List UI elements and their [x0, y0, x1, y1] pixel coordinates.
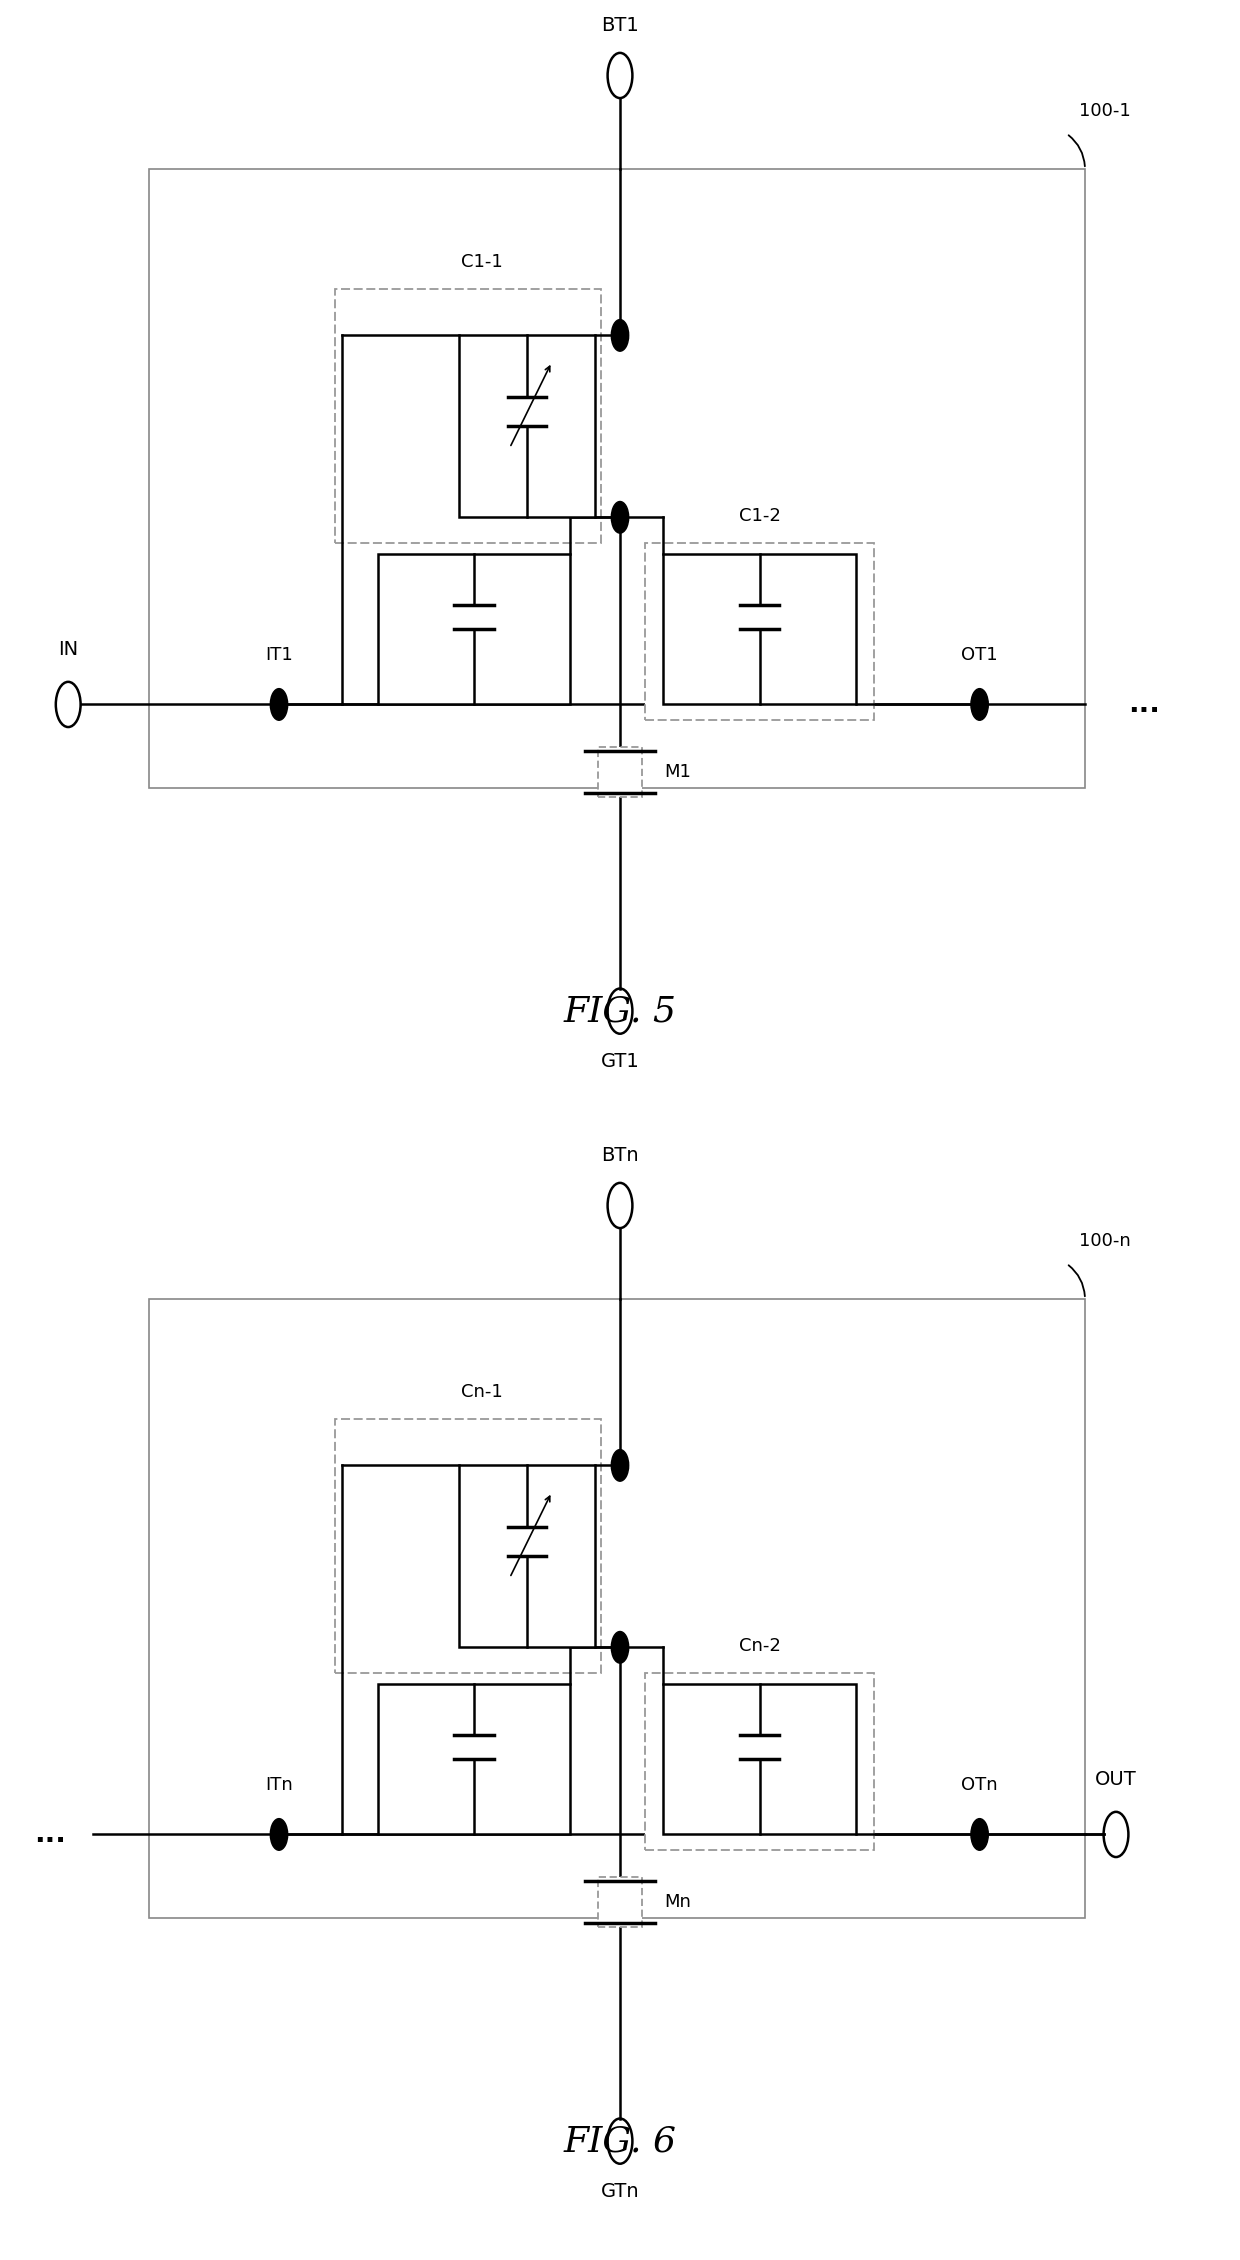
Bar: [149, 1300, 1085, 1916]
Bar: [645, 1672, 874, 1851]
Circle shape: [611, 1632, 629, 1663]
Bar: [378, 554, 570, 705]
Bar: [645, 542, 874, 721]
Text: C12: C12: [512, 484, 542, 499]
Circle shape: [971, 689, 988, 721]
Text: C11: C11: [459, 676, 490, 692]
Bar: [378, 1684, 570, 1835]
Text: C11: C11: [459, 1806, 490, 1822]
Circle shape: [611, 319, 629, 350]
Circle shape: [270, 1819, 288, 1851]
Text: C21: C21: [744, 1806, 775, 1822]
Text: BTn: BTn: [601, 1146, 639, 1164]
Text: IT1: IT1: [265, 646, 293, 664]
Circle shape: [270, 689, 288, 721]
Text: ...: ...: [1128, 692, 1161, 719]
Text: FIG. 6: FIG. 6: [563, 2124, 677, 2158]
Circle shape: [611, 1449, 629, 1480]
Text: 100-1: 100-1: [1079, 102, 1131, 120]
Bar: [459, 334, 595, 518]
Text: GT1: GT1: [600, 1051, 640, 1071]
Text: ...: ...: [33, 1822, 66, 1849]
Text: C1-1: C1-1: [460, 253, 502, 271]
Circle shape: [971, 1819, 988, 1851]
Text: OT1: OT1: [961, 646, 998, 664]
Bar: [149, 170, 1085, 786]
Text: ITn: ITn: [265, 1776, 293, 1794]
Text: C21: C21: [744, 676, 775, 692]
Bar: [459, 1464, 595, 1648]
Text: BT1: BT1: [601, 16, 639, 34]
Text: FIG. 5: FIG. 5: [563, 994, 677, 1028]
Text: Cn-1: Cn-1: [460, 1383, 502, 1401]
Circle shape: [611, 502, 629, 533]
Text: Cn-2: Cn-2: [739, 1636, 780, 1654]
Text: Mn: Mn: [665, 1894, 692, 1912]
Text: OTn: OTn: [961, 1776, 998, 1794]
Bar: [663, 554, 856, 705]
Bar: [335, 1419, 601, 1672]
Text: IN: IN: [58, 640, 78, 660]
Text: C12: C12: [512, 1614, 542, 1629]
Text: GTn: GTn: [600, 2181, 640, 2201]
Text: OUT: OUT: [1095, 1770, 1137, 1790]
Text: 100-n: 100-n: [1079, 1232, 1131, 1250]
Text: M1: M1: [665, 764, 692, 782]
Bar: [335, 289, 601, 542]
Bar: [598, 1876, 642, 1928]
Bar: [663, 1684, 856, 1835]
Bar: [598, 746, 642, 798]
Text: C1-2: C1-2: [739, 506, 780, 524]
